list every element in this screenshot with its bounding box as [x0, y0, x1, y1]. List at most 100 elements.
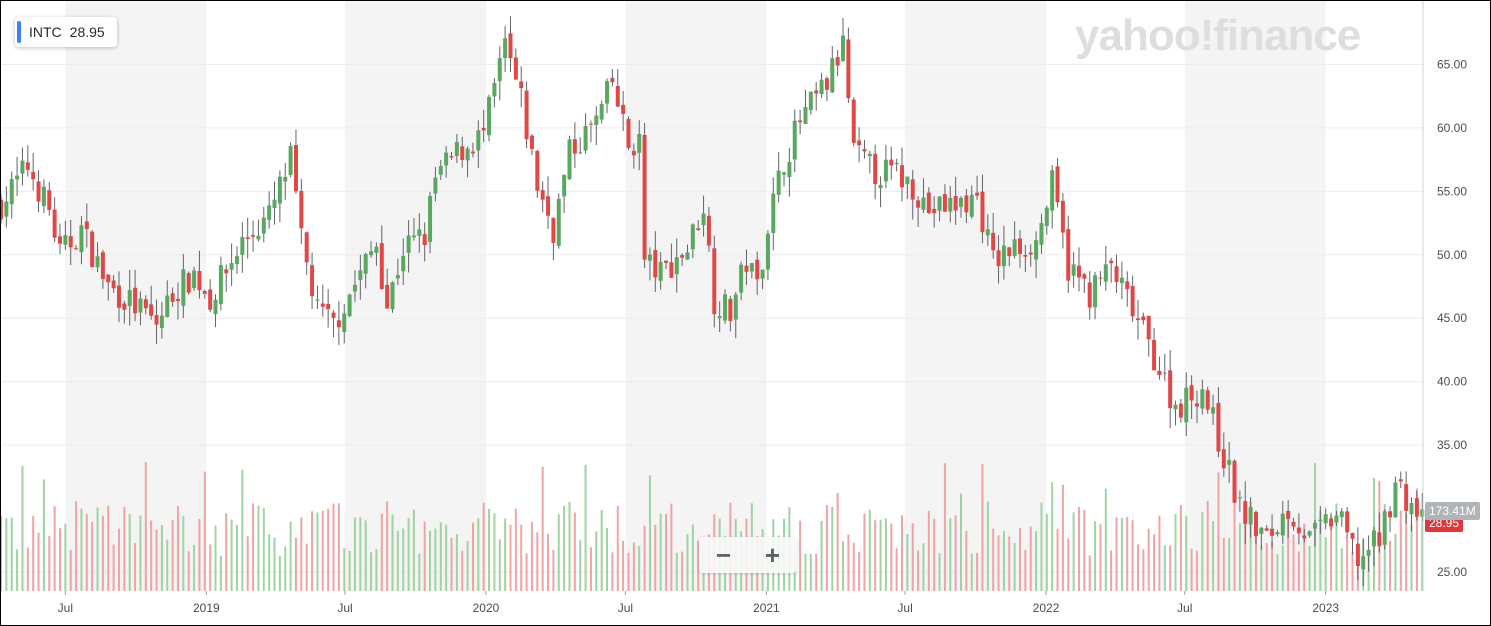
candle-body: [310, 265, 315, 297]
candle-body: [1253, 511, 1258, 537]
candle-body: [470, 151, 475, 154]
candle-body: [1259, 527, 1264, 534]
candle-body: [846, 39, 851, 99]
volume-bar: [589, 547, 592, 591]
candle-body: [1178, 403, 1183, 418]
candle-body: [481, 127, 486, 131]
candle-body: [1162, 372, 1167, 374]
candle-body: [1393, 482, 1398, 518]
volume-bar: [375, 549, 378, 591]
candle-body: [433, 177, 438, 194]
candle-body: [642, 134, 647, 260]
volume-bar: [412, 509, 415, 591]
volume-bar: [423, 521, 426, 591]
volume-bar: [1018, 528, 1021, 591]
zoom-in-button[interactable]: +: [764, 539, 781, 570]
volume-bar: [96, 507, 99, 591]
volume-bar: [37, 532, 40, 591]
volume-bar: [123, 506, 126, 591]
volume-bar: [595, 531, 598, 591]
volume-bar: [1276, 554, 1279, 591]
volume-bar: [638, 546, 641, 591]
candle-body: [1264, 528, 1269, 531]
candle-body: [841, 35, 846, 61]
candle-body: [100, 252, 105, 279]
volume-bar: [1024, 549, 1027, 591]
candle-body: [1114, 266, 1119, 283]
y-tick-label: 40.00: [1437, 375, 1467, 389]
candle-body: [492, 83, 497, 97]
volume-bar: [359, 516, 362, 591]
volume-bar: [552, 549, 555, 591]
candle-body: [1318, 519, 1323, 521]
volume-bar: [455, 534, 458, 591]
candle-body: [385, 284, 390, 309]
volume-bar: [1110, 550, 1113, 591]
candle-body: [755, 259, 760, 280]
volume-bar: [616, 505, 619, 591]
candle-body: [1071, 264, 1076, 276]
candle-body: [465, 148, 470, 161]
volume-bar: [949, 518, 952, 591]
volume-bar: [80, 508, 83, 591]
candle-body: [1377, 532, 1382, 547]
volume-bar: [1249, 501, 1252, 591]
volume-bar: [214, 525, 217, 591]
candle-body: [862, 149, 867, 152]
candle-body: [1371, 530, 1376, 547]
volume-bar: [58, 528, 61, 591]
zoom-out-button[interactable]: −: [715, 539, 732, 570]
volume-bar: [64, 523, 67, 591]
volume-bar: [42, 479, 45, 591]
volume-bar: [906, 533, 909, 591]
candle-body: [116, 285, 121, 308]
candle-body: [969, 194, 974, 217]
candle-body: [149, 304, 154, 316]
x-tick-label: 2022: [1033, 601, 1060, 615]
candle-body: [594, 115, 599, 126]
ticker-badge[interactable]: INTC 28.95: [15, 17, 117, 47]
candle-body: [1007, 247, 1012, 257]
candle-body: [181, 269, 186, 306]
volume-bar: [391, 514, 394, 591]
volume-bar: [128, 513, 131, 591]
candle-body: [894, 163, 899, 165]
volume-bar: [1405, 512, 1408, 591]
candle-body: [1055, 166, 1060, 203]
volume-bar: [348, 550, 351, 591]
candle-body: [1270, 528, 1275, 536]
candle-body: [771, 193, 776, 233]
candle-body: [1291, 521, 1296, 527]
candle-body: [390, 282, 395, 310]
volume-bar: [573, 512, 576, 591]
volume-bar: [842, 541, 845, 591]
volume-bar: [150, 520, 153, 591]
candle-body: [229, 263, 234, 270]
candle-body: [851, 99, 856, 143]
candle-body: [744, 265, 749, 272]
candle-body: [320, 303, 325, 307]
candle-body: [701, 213, 706, 226]
volume-bar: [1260, 545, 1263, 591]
volume-bar: [627, 552, 630, 591]
candle-body: [519, 81, 524, 89]
candle-body: [41, 186, 46, 207]
candle-body: [1216, 402, 1221, 452]
volume-bar: [568, 501, 571, 591]
candle-body: [535, 151, 540, 191]
volume-bar: [284, 546, 287, 591]
volume-bar: [1233, 502, 1236, 591]
x-tick-label: Jul: [618, 601, 633, 615]
volume-bar: [273, 537, 276, 591]
volume-bar: [1238, 523, 1241, 591]
volume-bar: [1319, 510, 1322, 591]
volume-bar: [1297, 551, 1300, 591]
volume-tag: 173.41M: [1425, 502, 1480, 520]
volume-bar: [1308, 545, 1311, 591]
candle-body: [1173, 404, 1178, 410]
candle-body: [776, 170, 781, 195]
volume-bar: [541, 466, 544, 591]
candle-body: [803, 107, 808, 124]
candle-body: [637, 133, 642, 153]
